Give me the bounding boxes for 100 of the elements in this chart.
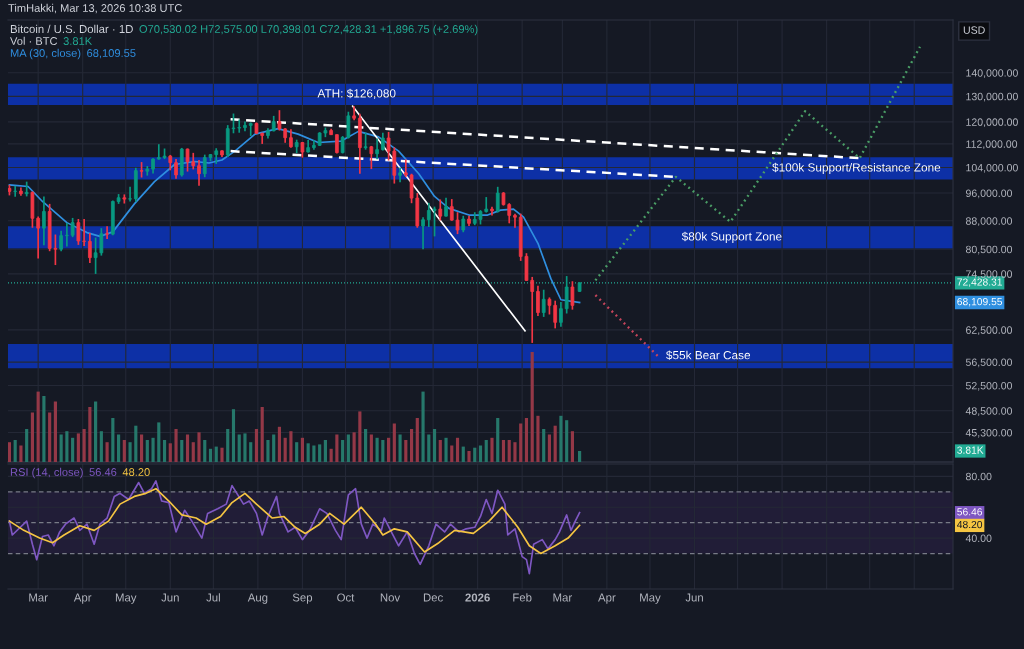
bar [243, 433, 247, 462]
candlestick [559, 301, 563, 328]
bar [415, 418, 419, 462]
candlestick [70, 217, 75, 238]
bar [191, 442, 195, 462]
bar [455, 437, 460, 462]
candlestick [128, 185, 132, 203]
x-tick-label: May [115, 593, 137, 604]
x-tick-label: Mar [553, 593, 572, 602]
y-tick-label: 62,500.00 [966, 326, 1013, 336]
bar [404, 440, 408, 462]
bar [335, 434, 339, 462]
bar [13, 440, 17, 462]
bar [162, 440, 167, 462]
bar [266, 440, 270, 462]
annotation: O70,530.02 H72,575.00 L70,398.01 C72,428.31 +1,896.75 (+2.69%) [139, 24, 478, 36]
bar [94, 401, 98, 462]
bar [490, 437, 494, 462]
text: 48.20 [957, 520, 983, 529]
bar [99, 431, 103, 462]
y-tick-label: 140,000.00 [966, 69, 1018, 78]
bar [444, 437, 448, 462]
y-tick-label: 130,000.00 [966, 92, 1018, 102]
bar [59, 434, 63, 462]
candlestick [82, 218, 86, 247]
bar [25, 429, 29, 462]
bar [36, 391, 40, 462]
bar [111, 418, 115, 462]
bar [117, 434, 121, 462]
candlestick [174, 158, 178, 180]
y-tick-label: 120,000.00 [966, 118, 1018, 128]
text: TimHakki, Mar 13, 2026 10:38 UTC [8, 3, 182, 14]
band-label: $55k Bear Case [666, 350, 751, 361]
bar [53, 401, 57, 462]
bar [501, 440, 506, 462]
x-tick-label: Jul [206, 593, 220, 602]
y-axis-title: USD [963, 26, 985, 34]
bar [254, 429, 259, 462]
annotation: 48.20 [122, 468, 150, 476]
bar [122, 440, 126, 462]
y-tick-label: 48,500.00 [965, 407, 1013, 416]
x-tick-label: Apr [598, 593, 616, 604]
candlestick [421, 216, 425, 251]
y-tick-label: 104,000.00 [966, 164, 1018, 173]
x-tick-label: Apr [73, 593, 92, 604]
bar [570, 431, 574, 462]
annotation: 68,109.55 [87, 49, 136, 59]
bar [157, 422, 161, 462]
text: 68,109.55 [957, 297, 1003, 307]
bar [565, 420, 569, 462]
bar [387, 437, 391, 462]
bar [461, 446, 465, 462]
bar [375, 437, 379, 462]
candlestick [570, 280, 575, 311]
bar [364, 429, 368, 462]
bar [329, 448, 333, 462]
bar [432, 429, 437, 462]
bar [82, 429, 86, 462]
bar [484, 440, 488, 462]
y-tick-label: 80.00 [965, 472, 992, 481]
bar [8, 442, 12, 462]
bar [88, 407, 92, 462]
text: 56.46 [957, 508, 983, 516]
bar [496, 418, 500, 462]
candlestick [289, 128, 293, 149]
bar [346, 434, 350, 462]
candlestick [76, 218, 81, 246]
bar [578, 451, 582, 462]
candlestick [88, 232, 92, 264]
candlestick [122, 193, 127, 205]
bar [473, 447, 477, 462]
bar [341, 440, 345, 462]
x-tick-label: Dec [423, 593, 443, 602]
bar [226, 429, 230, 462]
bar [392, 423, 396, 462]
bar [519, 423, 523, 462]
bar [237, 434, 241, 462]
bar [536, 415, 540, 462]
candlestick [438, 198, 443, 222]
text: RSI (14, close) [10, 467, 83, 479]
bar [139, 434, 144, 462]
band-label: $80k Support Zone [681, 231, 782, 243]
bar [369, 434, 373, 462]
x-tick-label: Sep [292, 593, 313, 604]
x-tick-label: Aug [247, 593, 268, 604]
bar [306, 443, 310, 462]
bar [427, 434, 431, 462]
bar [180, 440, 184, 462]
y-tick-label: 52,500.00 [965, 381, 1013, 391]
bar [323, 440, 327, 462]
bar [30, 412, 34, 462]
band-label: $100k Support/Resistance Zone [772, 162, 941, 174]
candlestick [65, 222, 69, 248]
y-tick-label: 56,500.00 [965, 358, 1013, 368]
candlestick [42, 195, 46, 247]
bar [105, 442, 109, 462]
bar [553, 425, 557, 462]
chart-title: Bitcoin / U.S. Dollar · 1D [10, 24, 133, 34]
bar [542, 429, 546, 462]
candlestick [197, 159, 201, 187]
